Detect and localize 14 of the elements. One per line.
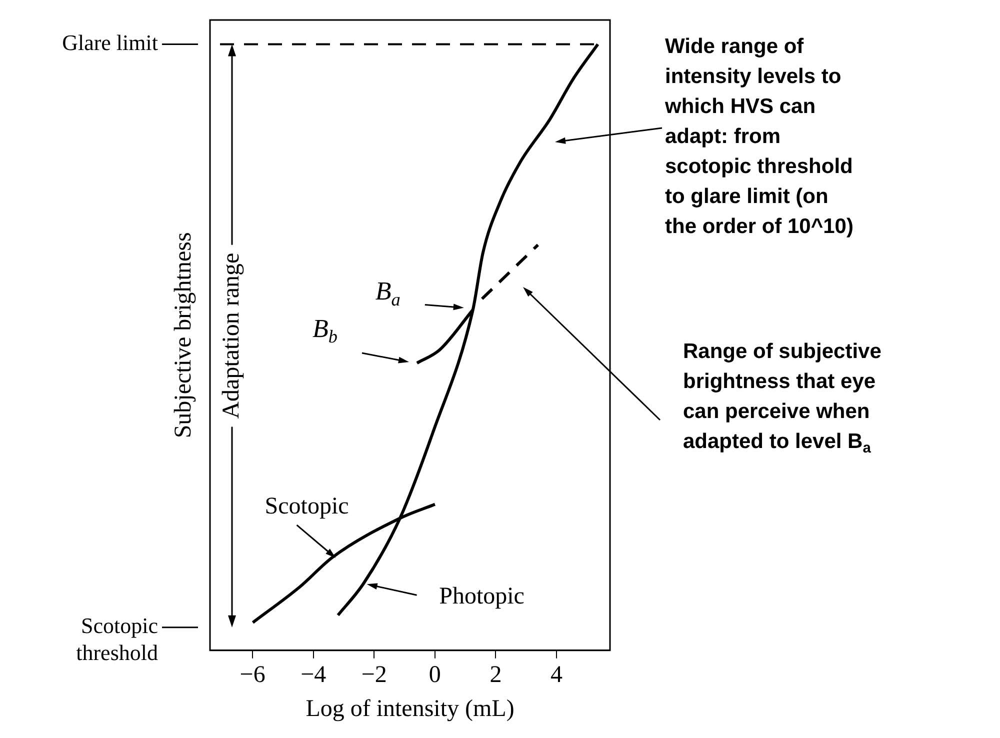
series-label: Scotopic (264, 493, 349, 520)
ref-line-label: Scotopic threshold (76, 613, 158, 666)
x-tick-label: 2 (490, 662, 502, 688)
x-tick-label: 4 (550, 662, 563, 688)
ref-line-label: Glare limit (62, 30, 158, 56)
x-tick-label: 0 (428, 662, 441, 688)
legend-label: Photopic (439, 583, 524, 610)
x-axis-title: Log of intensity (mL) (306, 696, 514, 722)
x-tick-label: −4 (300, 662, 326, 688)
y-axis-title: Subjective brightness (170, 232, 196, 438)
x-tick-label: −6 (240, 662, 266, 688)
x-tick-label: −2 (361, 662, 387, 688)
annotation: Adaptation range (218, 252, 244, 419)
text: Wide range of intensity levels to which HVS can adapt: from scotopic threshold to glare limit (on the order of 10^10) (664, 34, 854, 238)
